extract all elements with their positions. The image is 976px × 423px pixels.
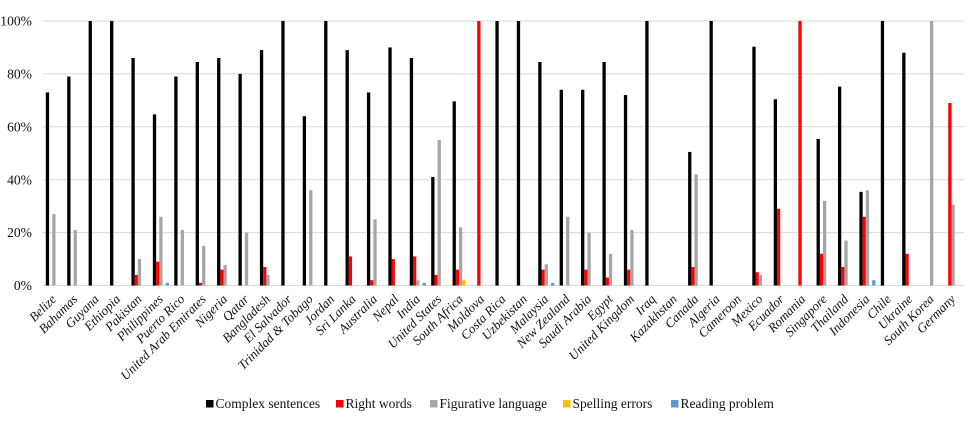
svg-text:Right words: Right words	[346, 396, 412, 411]
svg-text:60%: 60%	[7, 119, 32, 134]
svg-text:Figurative language: Figurative language	[440, 396, 548, 411]
svg-text:20%: 20%	[7, 225, 32, 240]
svg-text:40%: 40%	[7, 172, 32, 187]
svg-text:100%: 100%	[0, 14, 32, 29]
svg-text:80%: 80%	[7, 67, 32, 82]
svg-text:Complex sentences: Complex sentences	[216, 396, 321, 411]
svg-text:Spelling errors: Spelling errors	[573, 396, 653, 411]
svg-text:0%: 0%	[14, 278, 32, 293]
svg-text:Reading problem: Reading problem	[681, 396, 775, 411]
